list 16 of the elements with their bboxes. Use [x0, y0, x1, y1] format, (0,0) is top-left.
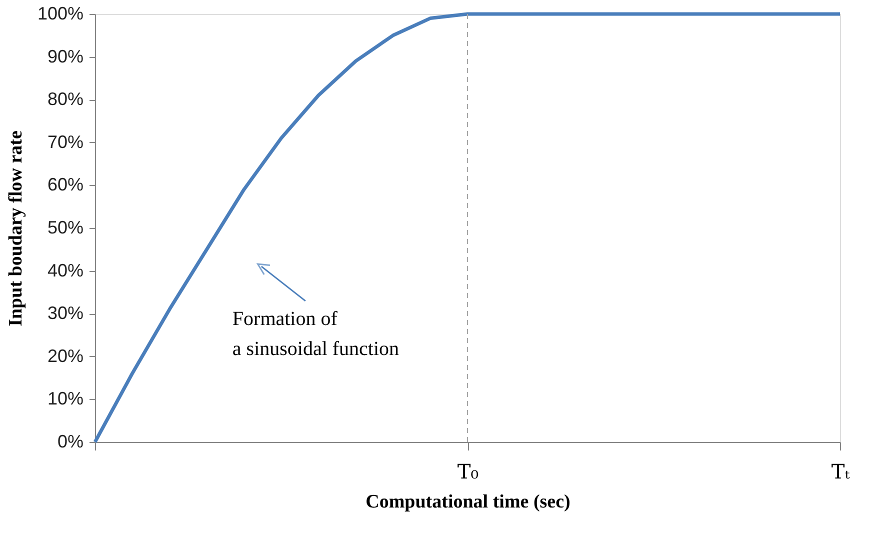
y-tick-label: 0%	[57, 432, 84, 452]
x-tick-label: Tₜ	[831, 460, 850, 484]
y-tick-label: 30%	[47, 303, 84, 324]
y-tick-label: 90%	[47, 46, 84, 66]
annotation: Formation of a sinusoidal function	[232, 308, 400, 360]
x-tick-label: T₀	[457, 460, 479, 484]
x-axis-title: Computational time (sec)	[366, 492, 570, 512]
y-tick-label: 50%	[47, 218, 84, 238]
y-axis-title: Input boudary flow rate	[5, 130, 26, 326]
y-tick-label: 20%	[47, 346, 84, 366]
y-tick-label: 10%	[47, 388, 84, 409]
y-tick-label: 100%	[37, 4, 84, 24]
y-tick-label: 60%	[47, 174, 84, 195]
y-tick-label: 70%	[47, 132, 84, 152]
y-tick-label: 80%	[47, 89, 84, 110]
y-tick-label: 40%	[47, 260, 84, 280]
